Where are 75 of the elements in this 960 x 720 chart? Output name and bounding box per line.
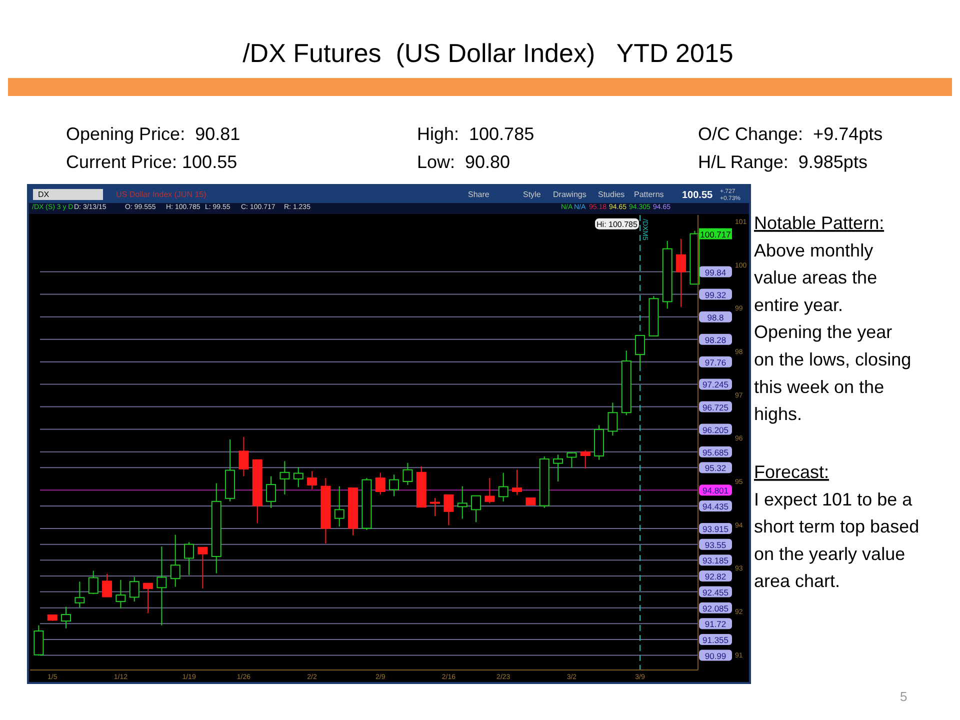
candlestick bbox=[34, 624, 44, 656]
candlestick bbox=[74, 581, 85, 608]
ref-line-label: 92.82 bbox=[704, 571, 726, 582]
candlestick bbox=[129, 576, 140, 602]
ref-line-label: 97.76 bbox=[704, 357, 726, 368]
annotation: Hi: 100.785 bbox=[596, 220, 638, 229]
candlestick bbox=[676, 238, 686, 308]
text: Drawings bbox=[553, 190, 586, 199]
chart-title: /DX Futures (US Dollar Index) YTD 2015 bbox=[242, 38, 734, 68]
ref-line-label: 97.245 bbox=[702, 380, 729, 390]
candlestick bbox=[430, 497, 440, 517]
candlestick bbox=[402, 462, 413, 486]
candlestick bbox=[170, 534, 180, 588]
candlestick bbox=[293, 466, 304, 488]
candlestick bbox=[635, 334, 646, 368]
text: Share bbox=[468, 190, 490, 199]
candlestick bbox=[307, 470, 318, 490]
candlestick bbox=[61, 606, 72, 629]
text: O/C Change: +9.74pts bbox=[698, 124, 883, 144]
candlestick bbox=[266, 476, 276, 508]
ref-line-label: 94.801 bbox=[702, 486, 729, 496]
ref-line-label: 91.355 bbox=[702, 634, 729, 645]
candlestick bbox=[143, 582, 154, 614]
candlestick bbox=[156, 546, 167, 626]
text: Forecast: I expect 101 to be a short term top based on the yearly value area chart. bbox=[754, 462, 920, 592]
ref-line-label: 99.32 bbox=[704, 290, 726, 300]
text: Style bbox=[523, 190, 542, 199]
ref-line-label: 99.84 bbox=[704, 267, 726, 278]
ref-line-label: 92.455 bbox=[702, 587, 729, 598]
candlestick bbox=[116, 579, 126, 609]
candlestick bbox=[608, 402, 618, 436]
candlestick bbox=[198, 546, 208, 590]
candlestick bbox=[184, 542, 194, 576]
ref-line-label: 98.28 bbox=[704, 334, 726, 345]
text: Studies bbox=[598, 190, 625, 199]
candlestick bbox=[484, 478, 495, 504]
text: Opening Price: 90.81 bbox=[66, 124, 240, 144]
text: 100.717 bbox=[700, 229, 732, 240]
candlestick bbox=[102, 573, 112, 598]
text: US Dollar Index (JUN 15) bbox=[116, 190, 207, 199]
ref-line-label: 92.085 bbox=[702, 603, 729, 614]
candlestick bbox=[88, 570, 98, 595]
text: Notable Pattern: Above monthly value areas the entire year. Opening the year on the lows, closing this week on the highs. bbox=[754, 213, 912, 424]
text: 100.55 bbox=[682, 190, 714, 201]
candlestick bbox=[553, 454, 564, 482]
candlestick bbox=[566, 452, 577, 468]
text: Current Price: 100.55 bbox=[66, 152, 238, 172]
text: Low: 90.80 bbox=[417, 152, 510, 172]
ref-line-label: 96.205 bbox=[702, 424, 729, 435]
candlestick bbox=[471, 495, 482, 523]
ref-line-label: 95.32 bbox=[704, 463, 726, 474]
ref-line-label: 93.185 bbox=[702, 556, 729, 566]
candlestick bbox=[444, 494, 454, 526]
ref-line-label: 90.99 bbox=[704, 650, 726, 661]
candlestick bbox=[389, 474, 400, 497]
text: H/L Range: 9.985pts bbox=[698, 152, 868, 172]
candlestick bbox=[498, 472, 508, 502]
ref-line-label: 93.55 bbox=[704, 540, 726, 550]
text: High: 100.785 bbox=[417, 124, 534, 144]
text: 5 bbox=[900, 689, 908, 704]
ref-line-label: 91.72 bbox=[704, 619, 726, 630]
candlestick bbox=[580, 450, 590, 469]
candlestick bbox=[280, 460, 290, 495]
ref-line-label: 96.725 bbox=[702, 402, 729, 412]
candlestick bbox=[375, 472, 386, 495]
candlestick bbox=[238, 436, 249, 477]
ref-line-label: 95.685 bbox=[702, 447, 729, 458]
ref-line-label: 98.8 bbox=[707, 312, 724, 322]
candlestick bbox=[457, 486, 468, 520]
ref-line-label: 94.435 bbox=[702, 501, 729, 512]
candlestick bbox=[334, 486, 344, 528]
ref-line-label: 93.915 bbox=[702, 524, 729, 534]
text: Patterns bbox=[634, 190, 664, 199]
candlestick bbox=[512, 469, 522, 496]
text: DX bbox=[38, 190, 50, 199]
